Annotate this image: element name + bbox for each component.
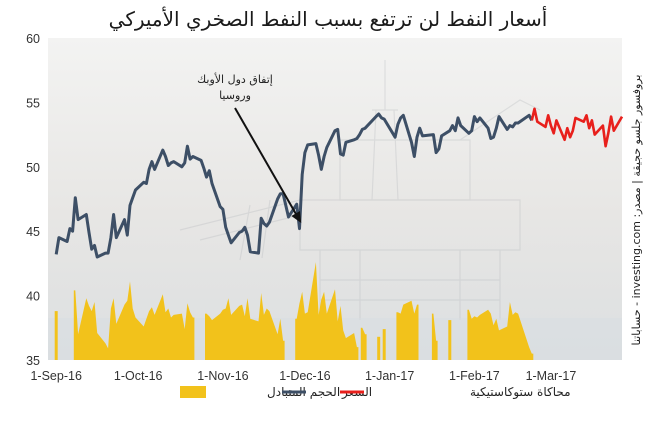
legend-label-stochastic: محاكاة ستوكاستيكية	[470, 385, 571, 400]
volume-layer	[54, 262, 534, 360]
y-tick-label-40: 40	[26, 290, 40, 304]
y-tick-label-55: 55	[26, 96, 40, 110]
stochastic-layer	[530, 107, 624, 148]
x-tick-label-1-dec-16: 1-Dec-16	[279, 369, 330, 383]
y-tick-label-45: 45	[26, 225, 40, 239]
volume-area-segment-9	[431, 313, 438, 360]
legend: الحجم المتبادل السعر محاكاة ستوكاستيكية	[180, 385, 571, 400]
volume-area-segment-10	[448, 320, 452, 360]
volume-area-segment-1	[54, 311, 58, 360]
source-note: بروفسور جلسو حجيقة | مصدر: investing.com…	[630, 75, 643, 346]
x-tick-label-1-nov-16: 1-Nov-16	[197, 369, 248, 383]
x-tick-label-1-jan-17: 1-Jan-17	[365, 369, 414, 383]
volume-area-segment-5	[360, 327, 367, 360]
y-tick-label-35: 35	[26, 354, 40, 368]
volume-area-segment-8	[396, 300, 419, 360]
volume-area-segment-4	[295, 262, 359, 360]
stochastic-line	[530, 107, 624, 148]
legend-swatch-volume	[180, 386, 206, 398]
y-tick-label-60: 60	[26, 32, 40, 46]
chart-title: أسعار النفط لن ترتفع بسبب النفط الصخري ا…	[109, 6, 548, 32]
x-tick-label-1-sep-16: 1-Sep-16	[30, 369, 81, 383]
x-axis: 1-Sep-16 1-Oct-16 1-Nov-16 1-Dec-16 1-Jan-17…	[30, 369, 576, 383]
oil-rig-illustration	[179, 60, 541, 320]
price-line	[54, 112, 534, 259]
y-axis: 35 40 45 50 55 60	[26, 32, 40, 368]
x-tick-label-1-mar-17: 1-Mar-17	[526, 369, 577, 383]
volume-area-segment-7	[382, 329, 386, 360]
annotation-arrowhead	[291, 211, 302, 223]
volume-area-segment-3	[205, 293, 285, 360]
y-tick-label-50: 50	[26, 161, 40, 175]
x-tick-label-1-oct-16: 1-Oct-16	[114, 369, 163, 383]
volume-area-segment-11	[467, 302, 534, 360]
x-tick-label-1-feb-17: 1-Feb-17	[449, 369, 500, 383]
annotation: إتفاق دول الأوبك وروسيا	[197, 72, 302, 223]
annotation-line-1: إتفاق دول الأوبك	[197, 72, 273, 86]
volume-area-segment-2	[73, 281, 195, 360]
annotation-arrow	[234, 107, 299, 217]
price-layer	[54, 112, 534, 259]
volume-area-segment-6	[377, 336, 381, 360]
annotation-line-2: وروسيا	[219, 89, 251, 102]
